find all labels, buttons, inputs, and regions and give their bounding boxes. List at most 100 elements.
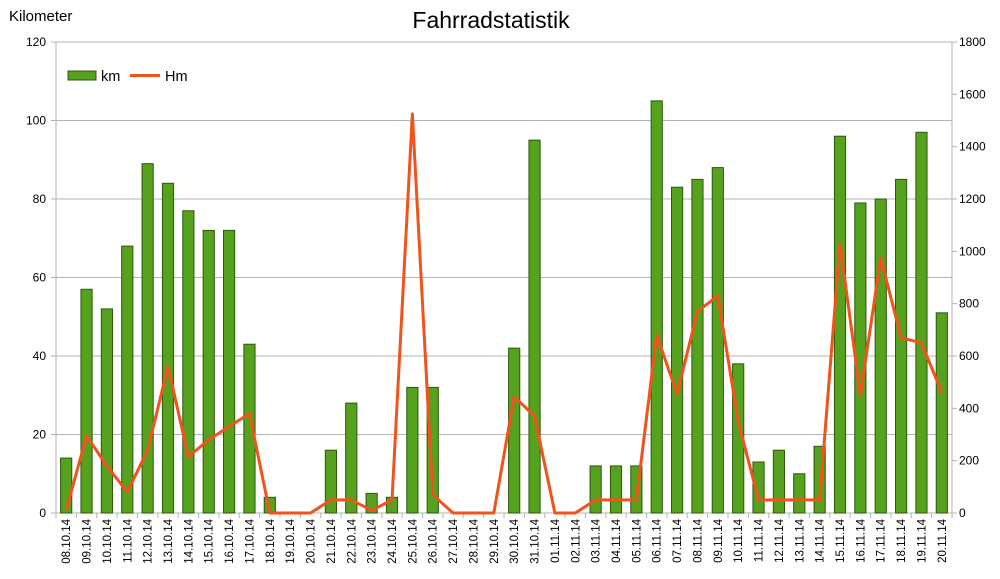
bar-km xyxy=(426,386,439,514)
x-tick-label: 01.11.14 xyxy=(550,518,562,563)
x-tick-label: 31.10.14 xyxy=(530,518,542,563)
x-tick-label: 11.11.14 xyxy=(754,518,766,562)
bar-km xyxy=(161,182,175,514)
bar-km xyxy=(182,210,195,514)
y-tick-label: 60 xyxy=(33,271,47,285)
bar-km xyxy=(141,163,154,514)
x-tick-label: 18.11.14 xyxy=(896,518,908,563)
y-tick-label: 100 xyxy=(26,114,46,128)
x-tick-label: 14.10.14 xyxy=(183,518,195,563)
y2-tick-label: 1800 xyxy=(959,35,986,49)
x-tick-label: 21.10.14 xyxy=(326,518,338,563)
x-tick-label: 13.11.14 xyxy=(794,518,806,563)
x-tick-label: 04.11.14 xyxy=(611,518,623,563)
bar-km xyxy=(752,461,765,514)
x-tick-label: 27.10.14 xyxy=(448,518,460,563)
x-tick-label: 23.10.14 xyxy=(367,518,379,563)
bar-km xyxy=(406,386,419,514)
bar-km xyxy=(589,465,602,514)
x-tick-label: 19.10.14 xyxy=(285,518,297,563)
bar-km xyxy=(670,186,684,514)
bar-km xyxy=(711,167,724,514)
x-axis: 08.10.14 09.10.14 10.10.14 11.10.14 12.10.14… xyxy=(61,518,949,563)
x-tick-label: 03.11.14 xyxy=(591,518,603,563)
x-tick-label: 10.11.14 xyxy=(733,518,745,563)
y2-tick-label: 400 xyxy=(959,401,979,415)
bar-km xyxy=(793,473,806,514)
y-tick-label: 120 xyxy=(26,35,46,49)
x-tick-label: 18.10.14 xyxy=(265,518,277,563)
bar-km xyxy=(508,347,521,514)
x-tick-label: 08.10.14 xyxy=(61,518,73,563)
bar-km xyxy=(935,312,948,514)
y2-tick-label: 200 xyxy=(959,454,979,468)
x-tick-label: 20.10.14 xyxy=(306,518,318,563)
bar-km xyxy=(833,135,847,514)
x-tick-label: 29.10.14 xyxy=(489,518,501,563)
x-tick-label: 15.10.14 xyxy=(204,518,216,563)
y-tick-label: 0 xyxy=(39,506,46,520)
x-tick-label: 25.10.14 xyxy=(407,518,419,563)
legend-label-km: km xyxy=(101,69,120,85)
bar-km xyxy=(650,100,663,514)
x-tick-label: 02.11.14 xyxy=(570,518,582,563)
x-tick-label: 15.11.14 xyxy=(835,518,847,563)
x-tick-label: 20.11.14 xyxy=(937,518,949,563)
y-axis-right: 0 200 400 600 800 1000 1200 1400 1600 1800 xyxy=(959,35,986,520)
x-tick-label: 09.10.14 xyxy=(82,518,94,563)
x-tick-label: 14.11.14 xyxy=(815,518,827,563)
bar-km xyxy=(894,178,908,514)
y2-tick-label: 1200 xyxy=(959,192,986,206)
x-tick-label: 24.10.14 xyxy=(387,518,399,563)
bar-km xyxy=(243,343,256,514)
x-tick-label: 11.10.14 xyxy=(122,518,134,563)
x-tick-label: 22.10.14 xyxy=(346,518,358,563)
legend-label-hm: Hm xyxy=(165,69,188,85)
y2-tick-label: 0 xyxy=(959,506,966,520)
y-tick-label: 40 xyxy=(33,349,47,363)
bar-km xyxy=(345,402,358,514)
bar-km xyxy=(915,131,928,514)
x-tick-label: 17.10.14 xyxy=(244,518,256,563)
y2-tick-label: 600 xyxy=(959,349,979,363)
y2-tick-label: 1400 xyxy=(959,140,986,154)
x-tick-label: 10.10.14 xyxy=(102,518,114,563)
legend-swatch-km xyxy=(67,70,97,81)
x-tick-label: 07.11.14 xyxy=(672,518,684,563)
bar-km xyxy=(691,178,704,514)
bar-km xyxy=(324,449,338,514)
x-tick-label: 05.11.14 xyxy=(631,518,643,563)
bar-km xyxy=(609,465,623,514)
x-tick-label: 19.11.14 xyxy=(916,518,928,563)
y-tick-label: 20 xyxy=(33,428,47,442)
x-tick-label: 28.10.14 xyxy=(468,518,480,563)
y-axis-left: 0 20 40 60 80 100 120 xyxy=(26,35,46,520)
line-hm xyxy=(64,112,944,515)
y-axis-unit-label: Kilometer xyxy=(9,8,72,25)
bar-km xyxy=(202,229,215,514)
y2-tick-label: 800 xyxy=(959,297,979,311)
x-tick-label: 16.11.14 xyxy=(855,518,867,563)
y-tick-label: 80 xyxy=(33,192,47,206)
bar-km xyxy=(100,308,114,514)
bar-km xyxy=(528,139,541,514)
bar-km xyxy=(365,492,378,514)
x-tick-label: 12.11.14 xyxy=(774,518,786,563)
x-tick-label: 09.11.14 xyxy=(713,518,725,563)
x-tick-label: 16.10.14 xyxy=(224,518,236,563)
x-tick-label: 17.11.14 xyxy=(876,518,888,563)
bar-km xyxy=(222,229,236,514)
bar-km xyxy=(874,198,887,514)
y2-tick-label: 1600 xyxy=(959,87,986,101)
legend: km Hm xyxy=(67,69,188,85)
bar-km xyxy=(813,445,826,514)
bar-km xyxy=(772,449,786,514)
y2-tick-label: 1000 xyxy=(959,244,986,258)
x-tick-label: 08.11.14 xyxy=(692,518,704,563)
line-series-hm xyxy=(64,112,944,515)
bar-km xyxy=(80,288,93,514)
x-tick-label: 30.10.14 xyxy=(509,518,521,563)
chart-title: Fahrradstatistik xyxy=(412,7,570,33)
bar-km xyxy=(121,245,134,514)
